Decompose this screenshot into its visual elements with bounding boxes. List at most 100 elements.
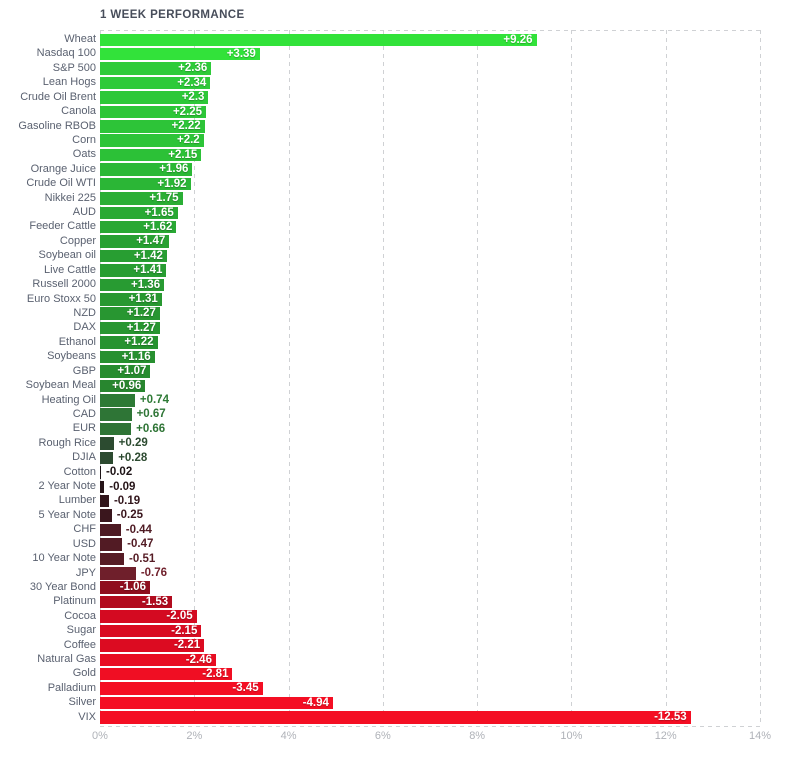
asset-label: Crude Oil WTI [26,177,96,190]
performance-bar[interactable] [100,509,112,522]
chart-row: Orange Juice +1.96 [0,162,789,176]
value-label: +0.67 [136,408,166,421]
performance-bar[interactable]: +1.65 [100,206,178,220]
asset-label: 10 Year Note [32,552,96,565]
plot-border-line [100,30,761,31]
chart-row: Coffee -2.21 [0,638,789,652]
value-label: -1.53 [141,595,169,608]
performance-bar[interactable] [100,408,132,421]
performance-bar[interactable]: -3.45 [100,682,263,695]
value-label: +2.25 [172,105,203,118]
chart-row: Palladium -3.45 [0,681,789,695]
performance-bar[interactable] [100,451,114,465]
asset-label: Rough Rice [38,436,96,449]
performance-bar[interactable]: +1.16 [100,350,155,364]
performance-bar[interactable]: +1.31 [100,293,162,306]
asset-label: Natural Gas [37,653,96,666]
x-axis-tick-label: 0% [92,730,108,742]
performance-bar[interactable]: +2.22 [100,120,205,133]
performance-bar[interactable]: +1.62 [100,220,177,234]
performance-bar[interactable]: -2.21 [100,639,205,652]
chart-title: 1 WEEK PERFORMANCE [100,9,245,21]
performance-bar[interactable]: +0.96 [100,379,146,393]
performance-bar[interactable] [100,494,109,508]
performance-bar[interactable]: +3.39 [100,47,260,61]
chart-row: Sugar -2.15 [0,623,789,638]
performance-bar[interactable] [100,480,105,494]
performance-bar[interactable]: -2.15 [100,624,202,638]
chart-row: Crude Oil WTI +1.92 [0,176,789,191]
value-label: +1.41 [133,264,163,277]
performance-bar[interactable]: +1.41 [100,264,167,277]
value-label: +0.66 [136,422,166,435]
performance-bar[interactable]: +1.75 [100,192,183,205]
asset-label: S&P 500 [52,61,96,74]
performance-bar[interactable] [100,394,135,407]
performance-bar[interactable]: -1.06 [100,581,150,594]
asset-label: Canola [61,105,96,118]
asset-label: 30 Year Bond [29,580,96,593]
performance-bar[interactable]: -4.94 [100,696,333,710]
asset-label: Heating Oil [41,393,96,406]
value-label: -0.47 [127,538,154,551]
performance-bar[interactable]: +1.36 [100,278,165,292]
chart-row: GBP +1.07 [0,364,789,378]
performance-bar[interactable]: -12.53 [100,711,691,724]
performance-bar[interactable]: +2.34 [100,76,211,90]
value-label: -2.21 [173,639,201,652]
chart-row: EUR +0.66 [0,421,789,436]
performance-bar[interactable] [100,466,101,479]
value-label: -3.45 [232,682,259,695]
chart-row: Canola +2.25 [0,104,789,119]
asset-label: Ethanol [58,335,96,348]
performance-bar[interactable]: +1.96 [100,163,193,176]
performance-bar[interactable]: -2.46 [100,653,216,667]
asset-label: Gasoline RBOB [18,119,96,132]
value-label: +1.31 [128,293,158,306]
performance-bar[interactable] [100,552,125,566]
chart-row: Euro Stoxx 50 +1.31 [0,292,789,306]
performance-bar[interactable] [100,523,121,537]
x-axis-tick-label: 10% [560,730,583,742]
value-label: +2.3 [181,91,205,104]
value-label: -0.76 [140,567,168,580]
asset-label: Soybeans [47,350,96,363]
value-label: +2.36 [178,62,208,75]
performance-bar[interactable]: +9.26 [100,33,537,46]
performance-bar[interactable]: +2.25 [100,105,207,119]
asset-label: NZD [73,306,96,319]
chart-row: CHF -0.44 [0,522,789,537]
value-label: -2.15 [171,624,198,637]
value-label: +1.27 [126,307,156,320]
chart-row: Copper +1.47 [0,234,789,248]
value-label: -0.51 [129,552,156,565]
performance-bar[interactable] [100,567,136,580]
performance-bar[interactable]: +2.36 [100,62,212,75]
asset-label: Sugar [66,624,96,637]
x-axis-tick-label: 2% [186,730,203,742]
performance-bar[interactable]: +1.47 [100,235,170,248]
chart-row: Corn +2.2 [0,133,789,147]
performance-bar[interactable]: +1.22 [100,336,158,349]
x-axis-tick-label: 4% [280,730,297,742]
performance-bar[interactable]: +1.27 [100,321,160,335]
performance-bar[interactable]: +1.42 [100,249,167,263]
performance-bar[interactable]: -2.81 [100,667,233,681]
performance-bar[interactable] [100,538,123,551]
performance-bar[interactable] [100,422,132,436]
value-label: -2.81 [202,667,229,680]
value-label: -12.53 [654,711,687,724]
performance-bar[interactable] [100,437,114,450]
asset-label: Nasdaq 100 [36,47,96,60]
performance-bar[interactable]: +2.15 [100,148,202,162]
chart-row: Lumber -0.19 [0,493,789,508]
asset-label: Palladium [47,681,96,694]
performance-bar[interactable]: +1.92 [100,177,191,191]
performance-bar[interactable]: +2.3 [100,91,209,104]
performance-bar[interactable]: -1.53 [100,595,173,609]
performance-bar[interactable]: -2.05 [100,610,197,623]
performance-bar[interactable]: +1.07 [100,365,151,378]
performance-bar[interactable]: +2.2 [100,134,204,147]
performance-bar[interactable]: +1.27 [100,307,160,320]
